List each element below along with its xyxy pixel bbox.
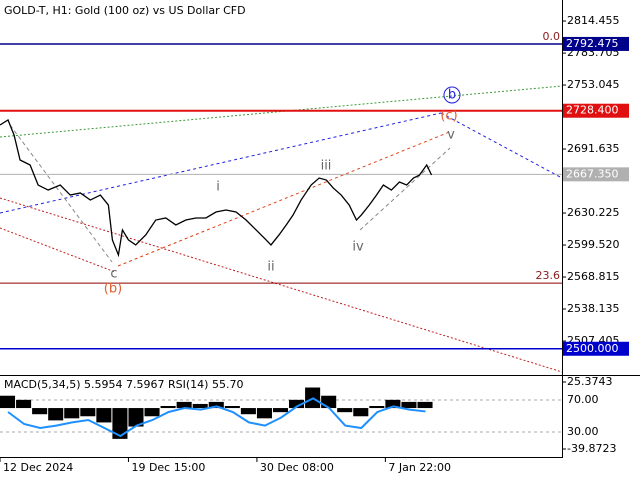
macd-bar <box>0 395 16 409</box>
y-tick-label: 2691.635 <box>567 142 620 155</box>
y-tick-label: 2753.045 <box>567 78 620 91</box>
macd-bar <box>144 408 160 417</box>
price-box <box>563 103 629 118</box>
wave-label: c <box>110 267 117 282</box>
macd-bar <box>369 406 385 409</box>
price-box <box>563 167 629 182</box>
macd-bar <box>112 408 128 439</box>
macd-bar <box>192 403 208 409</box>
macd-bar <box>16 399 32 409</box>
wave-line <box>359 147 451 231</box>
wave-label: iv <box>352 240 364 255</box>
y-tick-label: 2538.135 <box>567 302 620 315</box>
macd-bar <box>48 408 64 421</box>
fib-label: 23.6 <box>536 269 561 282</box>
price-box-label: 2792.475 <box>566 37 619 50</box>
macd-bar <box>160 406 176 409</box>
macd-bar <box>80 408 96 417</box>
macd-bar <box>417 401 433 409</box>
y2-tick-label: 70.00 <box>567 393 599 406</box>
macd-bar <box>64 408 80 419</box>
wave-label: (b) <box>104 282 122 297</box>
y-tick-label: 25.3743 <box>567 375 613 388</box>
indicator-title: MACD(5,34,5) 5.5954 7.5967 RSI(14) 55.70 <box>4 378 243 391</box>
wave-label: (c) <box>440 109 457 124</box>
x-tick-label: 30 Dec 08:00 <box>260 461 334 474</box>
fib-label: 0.0 <box>543 30 561 43</box>
wave-label: iii <box>321 159 332 174</box>
price-box-label: 2728.400 <box>566 104 619 117</box>
macd-bar <box>337 408 353 413</box>
macd-bar <box>224 406 240 409</box>
macd-bar <box>401 401 417 409</box>
y-tick-label: -39.8723 <box>567 442 616 455</box>
macd-bar <box>321 395 337 409</box>
wave-line <box>9 124 113 263</box>
x-tick-label: 7 Jan 22:00 <box>388 461 451 474</box>
x-tick-label: 12 Dec 2024 <box>3 461 73 474</box>
wave-label: ii <box>267 260 274 275</box>
price-box-label: 2667.350 <box>566 167 619 180</box>
macd-bar <box>240 408 256 415</box>
trend-lines <box>0 85 563 373</box>
wave-label: v <box>447 128 455 143</box>
trend-line <box>117 130 453 267</box>
y-tick-label: 2630.225 <box>567 206 620 219</box>
y-tick-label: 2814.455 <box>567 14 620 27</box>
macd-bar <box>96 408 112 423</box>
rsi-line <box>7 397 426 438</box>
trend-line <box>440 112 563 179</box>
macd-bar <box>208 401 224 409</box>
y-tick-label: 2568.815 <box>567 270 620 283</box>
macd-bar <box>353 408 369 417</box>
macd-bar <box>256 408 272 419</box>
macd-bar <box>385 399 401 409</box>
y2-tick-label: 30.00 <box>567 425 599 438</box>
macd-bar <box>176 401 192 409</box>
wave-label: b <box>448 88 456 103</box>
wave-label: i <box>216 180 220 195</box>
macd-bar <box>32 408 48 415</box>
macd-bar <box>289 399 305 409</box>
x-tick-label: 19 Dec 15:00 <box>131 461 205 474</box>
price-box <box>563 36 629 51</box>
chart-title: GOLD-T, H1: Gold (100 oz) vs US Dollar C… <box>4 4 246 17</box>
wave-circle <box>443 86 461 104</box>
price-box-label: 2500.000 <box>566 342 619 355</box>
macd-bar <box>272 408 289 413</box>
price-box <box>563 341 629 356</box>
trend-line <box>0 227 116 273</box>
macd-bar <box>128 408 144 427</box>
price-line <box>0 119 433 258</box>
y-tick-label: 2599.520 <box>567 238 620 251</box>
